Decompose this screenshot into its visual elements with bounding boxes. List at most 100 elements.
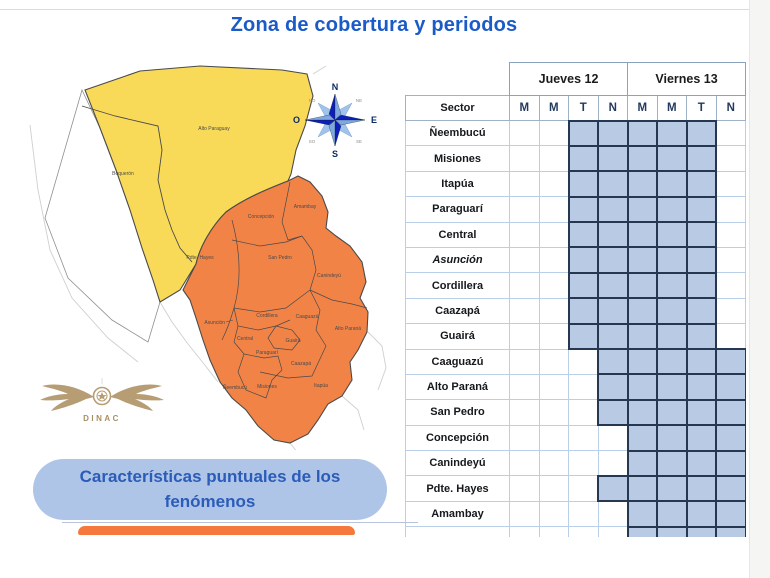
coverage-cell-empty xyxy=(597,500,629,528)
coverage-cell-empty xyxy=(538,424,569,452)
coverage-cell-filled xyxy=(626,449,659,477)
coverage-cell-empty xyxy=(538,221,569,248)
coverage-cell-filled xyxy=(715,525,746,537)
map-border-alto-paraguay-boqueron xyxy=(81,105,193,263)
label-misiones: Misiones xyxy=(257,384,277,390)
compass-rose-icon: N S E O NO NE SO SE xyxy=(293,82,377,159)
label-boqueron: Boquerón xyxy=(112,171,134,177)
coverage-cell-filled xyxy=(656,424,688,452)
coverage-cell-empty xyxy=(568,424,599,452)
coverage-cell-filled xyxy=(685,119,718,147)
table-row: Cordillera xyxy=(405,271,746,300)
coverage-cell-filled xyxy=(567,322,599,351)
coverage-cell-filled xyxy=(656,221,688,249)
coverage-cell-empty xyxy=(509,475,540,502)
compass-n: N xyxy=(332,82,339,92)
coverage-cell-empty xyxy=(509,348,540,375)
coverage-cell-filled xyxy=(685,144,718,173)
coverage-cell-empty xyxy=(568,399,599,426)
table-row: Pdte. Hayes xyxy=(405,474,746,503)
coverage-cell-filled xyxy=(656,297,688,325)
coverage-cell-filled xyxy=(626,525,659,537)
sector-cell: San Pedro xyxy=(405,399,510,426)
compass-o: O xyxy=(293,115,300,125)
coverage-cell-empty xyxy=(568,526,599,537)
coverage-cell-filled xyxy=(656,398,688,427)
coverage-cell-empty xyxy=(538,323,569,350)
coverage-cell-empty xyxy=(538,373,569,401)
coverage-cell-empty xyxy=(509,145,540,172)
table-row: Caazapá xyxy=(405,297,746,325)
coverage-cell-filled xyxy=(685,525,718,537)
coverage-cell-filled xyxy=(626,297,659,325)
coverage-cell-empty xyxy=(509,373,540,401)
coverage-cell-filled xyxy=(597,297,629,325)
coverage-cell-filled xyxy=(626,170,659,198)
label-canindeyu: Canindeyú xyxy=(317,273,341,279)
period-header-7: N xyxy=(715,95,746,121)
coverage-cell-filled xyxy=(567,221,599,249)
coverage-cell-filled xyxy=(715,348,746,376)
sector-cell: Asunción xyxy=(405,246,510,274)
coverage-cell-filled xyxy=(597,195,629,224)
orange-banner-top-edge xyxy=(78,526,355,535)
period-header-2: T xyxy=(568,95,599,121)
coverage-cell-filled xyxy=(626,424,659,452)
coverage-cell-filled xyxy=(626,195,659,224)
coverage-cell-filled xyxy=(715,474,746,503)
sector-cell: Paraguarí xyxy=(405,196,510,223)
table-row: Caaguazú xyxy=(405,348,746,376)
coverage-cell-empty xyxy=(509,323,540,350)
coverage-cell-filled xyxy=(567,246,599,274)
coverage-cell-filled xyxy=(597,170,629,198)
coverage-cell-filled xyxy=(685,500,718,528)
period-header-3: N xyxy=(597,95,629,121)
coverage-cell-filled xyxy=(656,348,688,376)
label-neembucu: Ñeembucú xyxy=(223,384,247,391)
coverage-cell-empty xyxy=(568,348,599,375)
coverage-cell-filled xyxy=(597,322,629,351)
day-header-1: Viernes 13 xyxy=(627,62,746,96)
coverage-cell-filled xyxy=(626,474,659,503)
table-row: Amambay xyxy=(405,500,746,528)
coverage-cell-filled xyxy=(567,297,599,325)
coverage-cell-filled xyxy=(597,271,629,300)
coverage-cell-filled xyxy=(685,348,718,376)
coverage-cell-filled xyxy=(685,170,718,198)
characteristics-banner: Características puntuales de los fenómen… xyxy=(33,459,387,520)
label-guaira: Guairá xyxy=(285,338,300,344)
coverage-table-wrap: Jueves 12 Viernes 13 Sector M M T N M M T N Ñeembuc… xyxy=(405,62,746,537)
period-header-0: M xyxy=(509,95,540,121)
sector-cell: Canindeyú xyxy=(405,450,510,477)
coverage-cell-empty xyxy=(509,399,540,426)
map-svg: Alto Paraguay Boquerón Pdte. Hayes Conce… xyxy=(29,65,387,475)
coverage-cell-empty xyxy=(509,272,540,299)
sector-cell: Cordillera xyxy=(405,272,510,299)
coverage-cell-filled xyxy=(597,119,629,147)
sector-cell: Ñeembucú xyxy=(405,119,510,147)
coverage-cell-empty xyxy=(509,450,540,477)
coverage-cell-empty xyxy=(538,399,569,426)
coverage-cell-empty xyxy=(538,145,569,172)
coverage-cell-empty xyxy=(597,424,629,452)
coverage-cell-filled xyxy=(685,373,718,401)
coverage-cell-filled xyxy=(597,474,629,503)
compass-no: NO xyxy=(309,98,316,103)
coverage-cell-filled xyxy=(656,170,688,198)
table-row xyxy=(405,525,746,537)
coverage-cell-filled xyxy=(656,144,688,173)
dinac-logo: DINAC xyxy=(40,378,164,423)
coverage-cell-filled xyxy=(715,398,746,427)
sector-cell: Caaguazú xyxy=(405,348,510,375)
coverage-table: Jueves 12 Viernes 13 Sector M M T N M M T N Ñeembuc… xyxy=(405,62,746,537)
coverage-cell-filled xyxy=(626,373,659,401)
coverage-cell-empty xyxy=(538,170,569,198)
page-right-gutter xyxy=(749,0,770,578)
coverage-cell-empty xyxy=(568,373,599,401)
table-row: Central xyxy=(405,221,746,249)
label-itapua: Itapúa xyxy=(314,383,328,389)
coverage-cell-empty xyxy=(568,500,599,528)
coverage-cell-empty xyxy=(538,196,569,223)
coverage-cell-filled xyxy=(656,271,688,300)
coverage-cell-empty xyxy=(597,526,629,537)
